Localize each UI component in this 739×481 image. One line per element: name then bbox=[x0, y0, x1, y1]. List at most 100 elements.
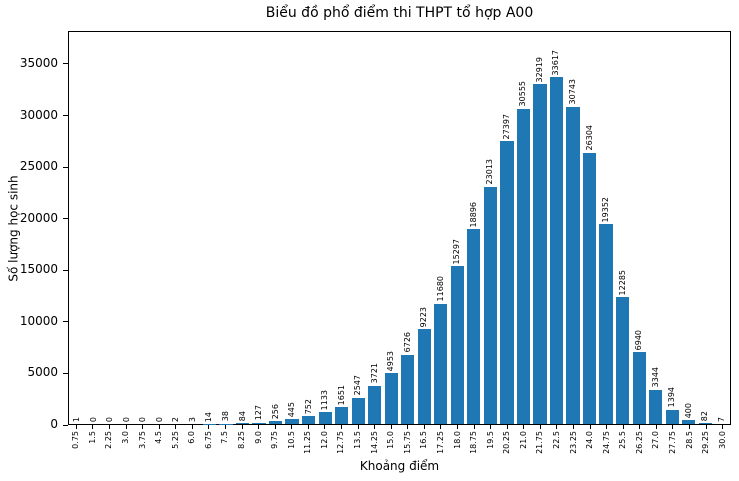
bar bbox=[351, 397, 365, 424]
x-tick: 9.0 bbox=[250, 425, 267, 444]
x-tick-label: 9.0 bbox=[253, 431, 263, 444]
bar-value-label: 6940 bbox=[634, 330, 644, 351]
x-tick-label: 22.5 bbox=[551, 431, 561, 449]
bar-value-label: 11680 bbox=[435, 276, 445, 302]
y-tick-label: 25000 bbox=[19, 159, 58, 174]
x-tick-mark bbox=[539, 425, 541, 429]
bar bbox=[549, 77, 564, 424]
x-tick-label: 3.75 bbox=[137, 431, 147, 449]
bar bbox=[401, 354, 415, 424]
x-tick-label: 21.0 bbox=[518, 431, 528, 449]
bar-value-label: 127 bbox=[254, 405, 264, 421]
x-tick-label: 27.0 bbox=[651, 431, 661, 449]
x-tick: 25.5 bbox=[615, 425, 632, 449]
x-tick-label: 28.5 bbox=[684, 431, 694, 449]
x-tick-mark bbox=[722, 425, 724, 429]
bar-value-label: 752 bbox=[303, 398, 313, 415]
bar-value-label: 33617 bbox=[551, 49, 561, 76]
x-tick-mark bbox=[241, 425, 243, 429]
x-tick-label: 10.5 bbox=[286, 431, 296, 449]
x-tick-label: 6.75 bbox=[203, 431, 213, 449]
x-tick: 3.0 bbox=[118, 425, 135, 444]
bar-slot: 3344 bbox=[647, 367, 664, 424]
bar bbox=[566, 106, 580, 424]
bar bbox=[384, 372, 398, 424]
bar-slot: 14 bbox=[201, 412, 218, 424]
x-tick: 13.5 bbox=[350, 425, 367, 449]
x-tick-label: 2.25 bbox=[104, 431, 114, 449]
bar-slot: 3 bbox=[185, 417, 202, 424]
x-tick-mark bbox=[125, 425, 127, 429]
bar-value-label: 256 bbox=[270, 404, 280, 420]
x-tick-label: 23.25 bbox=[568, 431, 578, 454]
bar-value-label: 15297 bbox=[452, 238, 462, 265]
x-tick-mark bbox=[622, 425, 624, 429]
bar bbox=[500, 141, 514, 424]
bar-slot: 2547 bbox=[350, 375, 367, 424]
x-tick: 12.0 bbox=[317, 425, 334, 449]
bar-slot: 127 bbox=[251, 405, 268, 424]
bar-slot: 0 bbox=[86, 417, 103, 424]
x-tick-mark bbox=[324, 425, 326, 429]
x-tick-label: 6.0 bbox=[187, 431, 197, 444]
y-tick-label: 30000 bbox=[19, 107, 58, 122]
x-tick-mark bbox=[142, 425, 144, 429]
x-tick-label: 16.5 bbox=[419, 431, 429, 449]
bar-value-label: 0 bbox=[154, 416, 164, 422]
bar-value-label: 2 bbox=[171, 416, 181, 422]
bar-value-label: 12285 bbox=[617, 269, 627, 296]
x-tick-mark bbox=[357, 425, 359, 429]
y-tick-label: 0 bbox=[50, 417, 58, 431]
bar-slot: 752 bbox=[300, 399, 317, 424]
bar-slot: 33617 bbox=[548, 50, 565, 424]
bar-slot: 30743 bbox=[565, 79, 582, 424]
x-tick-mark bbox=[457, 425, 458, 429]
bar-slot: 18896 bbox=[466, 202, 483, 424]
bar-slot: 6726 bbox=[400, 332, 417, 424]
bar-value-label: 445 bbox=[287, 402, 297, 418]
bar bbox=[268, 421, 283, 424]
bar-value-label: 3 bbox=[187, 416, 197, 422]
x-axis-label: Khoảng điểm bbox=[359, 459, 440, 473]
x-tick-mark bbox=[374, 425, 376, 429]
bar-slot: 9223 bbox=[416, 307, 433, 424]
x-tick-label: 13.5 bbox=[353, 431, 363, 449]
x-tick-label: 0.75 bbox=[71, 431, 81, 449]
bar-value-label: 82 bbox=[700, 410, 710, 422]
x-tick: 4.5 bbox=[151, 425, 168, 444]
bar bbox=[235, 423, 250, 424]
bar-slot: 1133 bbox=[317, 390, 334, 424]
x-tick: 9.75 bbox=[267, 425, 284, 449]
bar bbox=[682, 419, 696, 424]
bar-slot: 1651 bbox=[333, 385, 350, 424]
x-tick-mark bbox=[506, 425, 508, 429]
bar-value-label: 0 bbox=[138, 416, 148, 422]
bar bbox=[434, 303, 448, 424]
y-tick-mark bbox=[63, 424, 68, 426]
x-tick-label: 1.5 bbox=[87, 431, 97, 444]
bar bbox=[649, 389, 663, 424]
x-tick-label: 17.25 bbox=[435, 431, 445, 454]
x-tick: 26.25 bbox=[632, 425, 649, 454]
x-tick-mark bbox=[689, 425, 691, 429]
y-tick-mark bbox=[63, 321, 68, 323]
bar-slot: 4953 bbox=[383, 351, 400, 424]
x-tick: 24.75 bbox=[598, 425, 615, 454]
bar-slot: 400 bbox=[680, 403, 697, 424]
x-tick-label: 24.0 bbox=[585, 431, 595, 449]
x-tick-label: 20.25 bbox=[502, 431, 512, 454]
y-tick-mark bbox=[63, 115, 68, 116]
x-tick-mark bbox=[340, 425, 342, 429]
x-tick: 20.25 bbox=[499, 425, 516, 454]
y-tick-mark bbox=[63, 166, 68, 168]
x-tick-label: 7.5 bbox=[220, 431, 230, 444]
x-tick: 10.5 bbox=[283, 425, 300, 449]
x-tick: 7.5 bbox=[217, 425, 234, 444]
bar-slot: 26304 bbox=[581, 125, 598, 424]
x-axis-ticks: 0.75 1.5 2.25 3.0 3.75 4.5 5.25 6.0 6.75 7.5 8.25 9… bbox=[68, 425, 731, 461]
x-tick-mark bbox=[573, 425, 575, 429]
x-tick: 3.75 bbox=[134, 425, 151, 449]
bar bbox=[368, 385, 382, 424]
bar-value-label: 1133 bbox=[320, 389, 330, 411]
